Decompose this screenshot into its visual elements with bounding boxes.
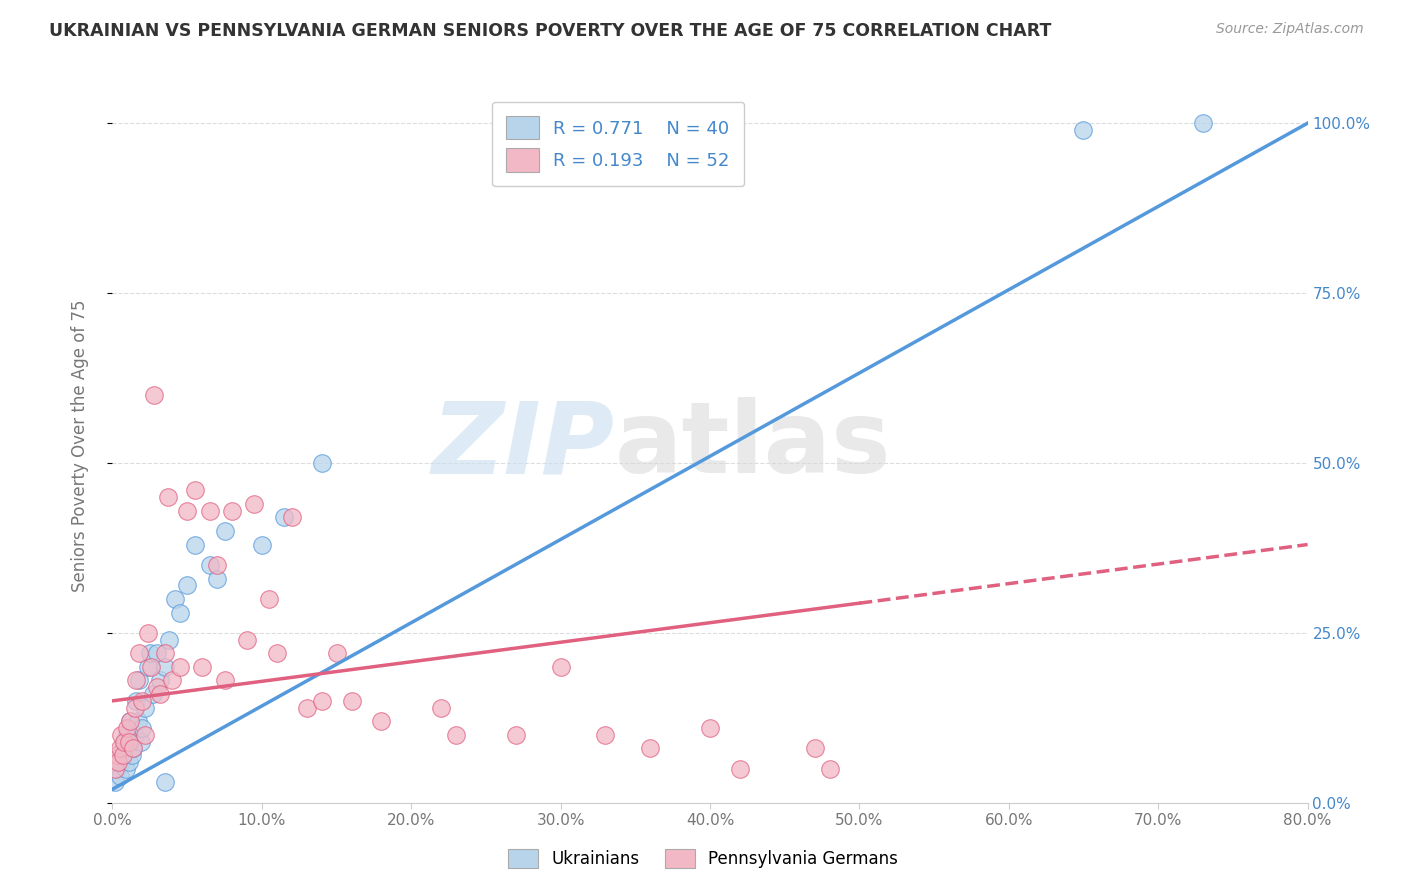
Point — [153, 646, 176, 660]
Point — [111, 741, 134, 756]
Text: atlas: atlas — [614, 398, 891, 494]
Point — [149, 687, 172, 701]
Point — [214, 524, 236, 538]
Point — [156, 490, 179, 504]
Point — [157, 632, 180, 647]
Text: Source: ZipAtlas.com: Source: ZipAtlas.com — [1216, 22, 1364, 37]
Point — [243, 497, 266, 511]
Point — [259, 591, 281, 606]
Point — [236, 632, 259, 647]
Point — [107, 755, 129, 769]
Point — [105, 762, 128, 776]
Point — [198, 503, 221, 517]
Point — [143, 388, 166, 402]
Point — [146, 680, 169, 694]
Point — [134, 700, 156, 714]
Point — [149, 673, 172, 688]
Point — [153, 660, 176, 674]
Point — [108, 769, 131, 783]
Point — [105, 748, 128, 763]
Point — [273, 510, 295, 524]
Point — [104, 762, 127, 776]
Text: UKRAINIAN VS PENNSYLVANIA GERMAN SENIORS POVERTY OVER THE AGE OF 75 CORRELATION : UKRAINIAN VS PENNSYLVANIA GERMAN SENIORS… — [49, 22, 1052, 40]
Point — [250, 537, 273, 551]
Y-axis label: Seniors Poverty Over the Age of 75: Seniors Poverty Over the Age of 75 — [70, 300, 89, 592]
Point — [117, 728, 139, 742]
Point — [221, 503, 243, 517]
Point — [115, 762, 138, 776]
Point — [818, 762, 841, 776]
Point — [1073, 123, 1095, 137]
Point — [165, 591, 187, 606]
Legend: Ukrainians, Pennsylvania Germans: Ukrainians, Pennsylvania Germans — [502, 842, 904, 875]
Point — [134, 728, 156, 742]
Point — [325, 646, 347, 660]
Point — [104, 775, 127, 789]
Point — [728, 762, 751, 776]
Point — [111, 748, 134, 763]
Point — [124, 728, 146, 742]
Point — [430, 700, 453, 714]
Point — [169, 606, 191, 620]
Point — [124, 700, 146, 714]
Point — [131, 694, 153, 708]
Point — [125, 694, 148, 708]
Point — [169, 660, 191, 674]
Point — [370, 714, 392, 729]
Point — [114, 734, 135, 748]
Point — [110, 755, 132, 769]
Point — [191, 660, 214, 674]
Point — [699, 721, 721, 735]
Point — [120, 714, 142, 729]
Point — [146, 646, 169, 660]
Point — [153, 775, 176, 789]
Point — [110, 728, 132, 742]
Point — [176, 578, 198, 592]
Point — [131, 721, 153, 735]
Point — [128, 646, 150, 660]
Point — [121, 748, 143, 763]
Point — [205, 572, 228, 586]
Point — [139, 646, 162, 660]
Point — [311, 456, 333, 470]
Point — [142, 687, 165, 701]
Point — [117, 721, 139, 735]
Point — [205, 558, 228, 572]
Point — [125, 673, 148, 688]
Point — [120, 714, 142, 729]
Point — [162, 673, 183, 688]
Point — [295, 700, 318, 714]
Point — [183, 537, 205, 551]
Point — [108, 741, 131, 756]
Point — [114, 734, 135, 748]
Point — [118, 734, 141, 748]
Point — [122, 741, 145, 756]
Point — [1192, 116, 1215, 130]
Point — [183, 483, 205, 498]
Point — [640, 741, 662, 756]
Point — [129, 734, 152, 748]
Point — [127, 714, 149, 729]
Point — [803, 741, 825, 756]
Point — [128, 673, 150, 688]
Point — [281, 510, 304, 524]
Point — [444, 728, 467, 742]
Point — [118, 755, 141, 769]
Point — [266, 646, 288, 660]
Point — [340, 694, 363, 708]
Point — [505, 728, 527, 742]
Point — [595, 728, 617, 742]
Point — [311, 694, 333, 708]
Text: ZIP: ZIP — [432, 398, 614, 494]
Point — [138, 660, 160, 674]
Point — [176, 503, 198, 517]
Point — [141, 660, 163, 674]
Point — [198, 558, 221, 572]
Point — [138, 626, 160, 640]
Point — [122, 741, 145, 756]
Point — [214, 673, 236, 688]
Point — [550, 660, 572, 674]
Legend: R = 0.771    N = 40, R = 0.193    N = 52: R = 0.771 N = 40, R = 0.193 N = 52 — [492, 102, 744, 186]
Point — [107, 748, 129, 763]
